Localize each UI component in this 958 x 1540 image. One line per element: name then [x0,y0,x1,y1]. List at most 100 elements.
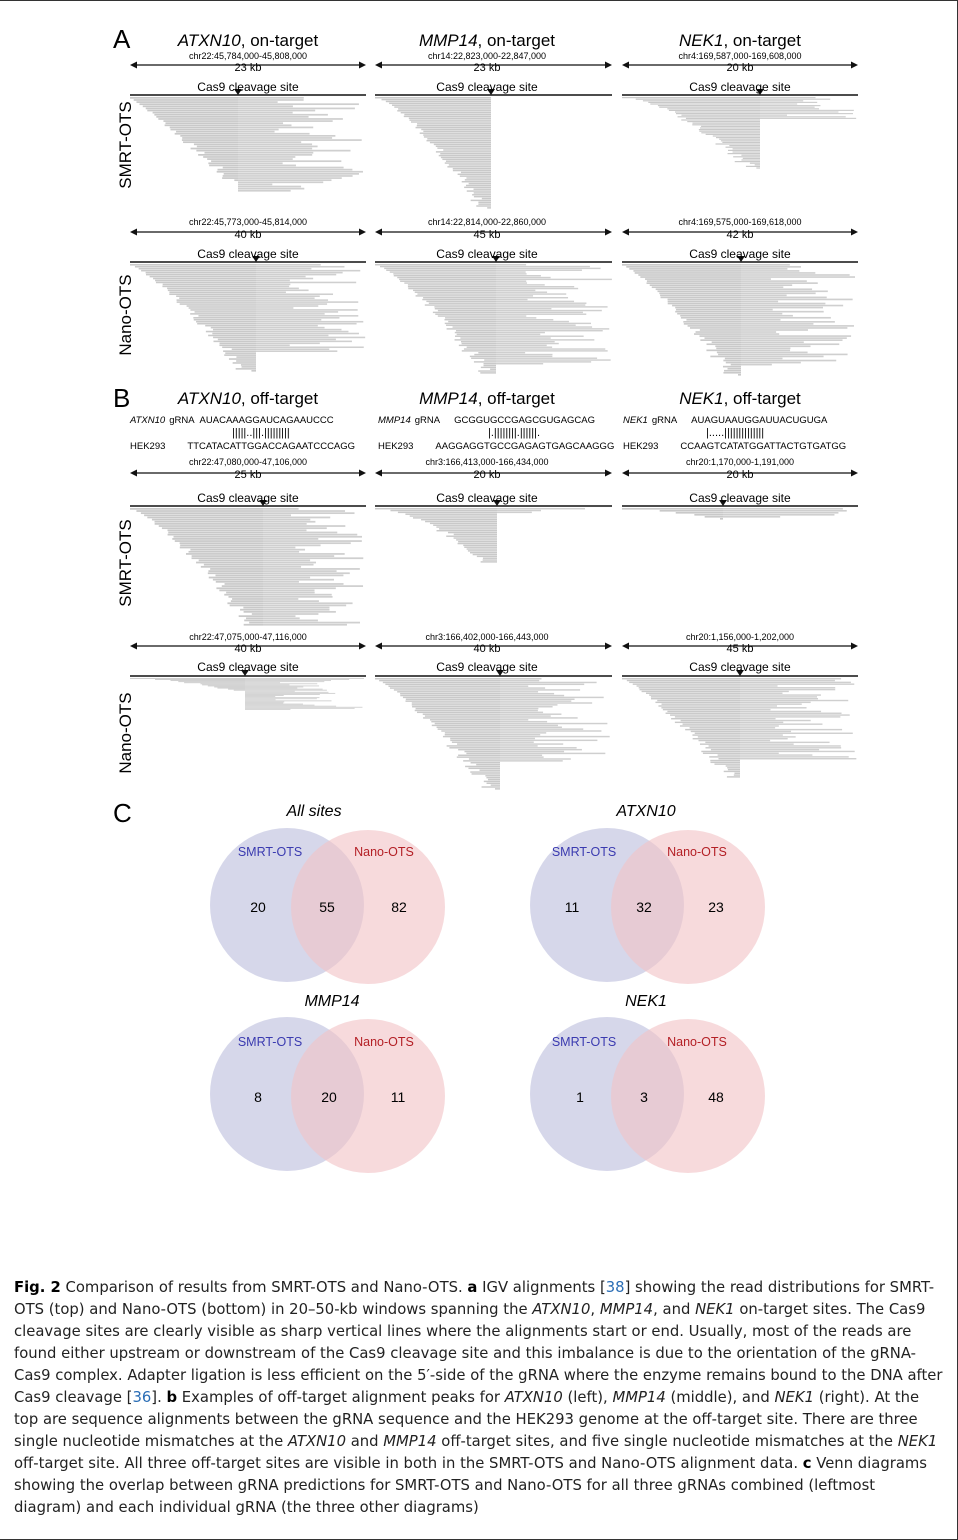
aligned-read [238,615,263,618]
aligned-read [464,186,491,189]
aligned-read [375,508,497,510]
aligned-read [245,708,291,710]
aligned-read [692,734,740,736]
aligned-read [655,701,740,704]
panel-b-col-2-title: MMP14, off-target [419,389,555,408]
aligned-read [649,284,741,286]
aligned-read [487,778,500,781]
scale-label: 45 kb [727,643,754,655]
aligned-read [500,704,558,706]
aligned-read [442,158,491,161]
aligned-read [415,295,496,297]
aligned-read [181,139,238,141]
aligned-read [683,323,741,325]
aligned-read [704,337,741,339]
aligned-read [263,623,347,626]
venn-set-b-label: Nano-OTS [667,1035,727,1049]
aligned-read [760,116,846,118]
aligned-read [662,708,740,711]
caption-panel-letter: c [802,1455,812,1472]
aligned-read [256,289,309,292]
aligned-read [725,146,760,148]
aligned-read [427,138,491,140]
aligned-read [375,678,500,680]
scale-arrow-left-icon [130,642,137,650]
aligned-read [208,576,263,579]
aligned-read [740,752,779,754]
aligned-read [169,291,256,294]
aligned-read [245,681,325,683]
aligned-read [690,730,740,733]
aligned-read [741,264,790,266]
caption-text: Examples of off-target alignment peaks f… [177,1389,505,1406]
aligned-read [661,703,740,705]
aligned-read [263,531,338,534]
grna-line: NEK1 gRNA AUAGUAAUGGAUUACUGUGA [623,415,828,426]
aligned-read [466,177,491,179]
aligned-read [147,516,263,519]
scale-label: 20 kb [727,469,754,481]
aligned-read [740,687,836,689]
caption-reference-link[interactable]: 38 [605,1279,625,1296]
panel-b-col-1: ATXN10, off-target ATXN10 gRNA AUACAAAGGAU… [129,389,355,674]
aligned-read [174,540,263,542]
aligned-read [405,513,497,515]
aligned-read [463,348,496,350]
aligned-read [641,690,740,693]
aligned-read [216,587,263,590]
aligned-read [741,339,843,341]
aligned-read [496,275,541,277]
aligned-read [464,750,500,753]
aligned-read [435,313,496,315]
aligned-read [741,302,826,305]
aligned-read [400,111,491,114]
aligned-read [496,313,587,315]
aligned-read [238,147,313,150]
aligned-read [740,692,783,694]
match-line: |.||||||||.||||||. [488,427,540,439]
aligned-read [393,275,496,277]
aligned-read [222,346,256,349]
aligned-read [496,297,569,299]
cleavage-label: Cas9 cleavage site [689,491,791,505]
aligned-read [741,345,811,348]
panel-b-col-3: NEK1, off-target NEK1 gRNA AUAGUAAUGGAUUAC… [623,389,846,674]
aligned-read [500,758,571,760]
aligned-read [236,356,256,358]
row-label-nano-a: Nano-OTS [116,274,135,355]
aligned-read [694,333,741,335]
aligned-read [496,315,527,317]
aligned-read [256,348,330,350]
aligned-read [500,706,553,708]
aligned-read [496,293,567,295]
aligned-read [215,574,263,577]
aligned-read [648,101,760,103]
aligned-read [256,315,359,317]
aligned-read [494,788,500,790]
cleavage-marker-icon [487,89,495,95]
aligned-read [439,528,497,530]
aligned-read [174,132,238,135]
venn-atxn10: ATXN10 SMRT-OTS Nano-OTS 11 32 23 [530,803,765,984]
aligned-read [754,164,760,166]
aligned-read [718,758,740,760]
aligned-read [483,364,496,367]
aligned-read [196,145,238,148]
aligned-read [650,103,760,105]
aligned-read [496,333,541,336]
caption-reference-link[interactable]: 36 [132,1389,152,1406]
aligned-read [740,719,811,722]
aligned-read [671,718,740,720]
aligned-read [486,776,500,779]
aligned-read [245,683,318,685]
aligned-read [245,690,295,692]
aligned-read [742,157,760,159]
aligned-read [500,715,551,717]
aligned-read [263,544,321,547]
aligned-read [482,559,497,561]
aligned-read [421,128,491,131]
aligned-read [256,336,366,339]
aligned-read [642,100,760,102]
aligned-read [732,148,760,150]
aligned-read [478,203,491,205]
